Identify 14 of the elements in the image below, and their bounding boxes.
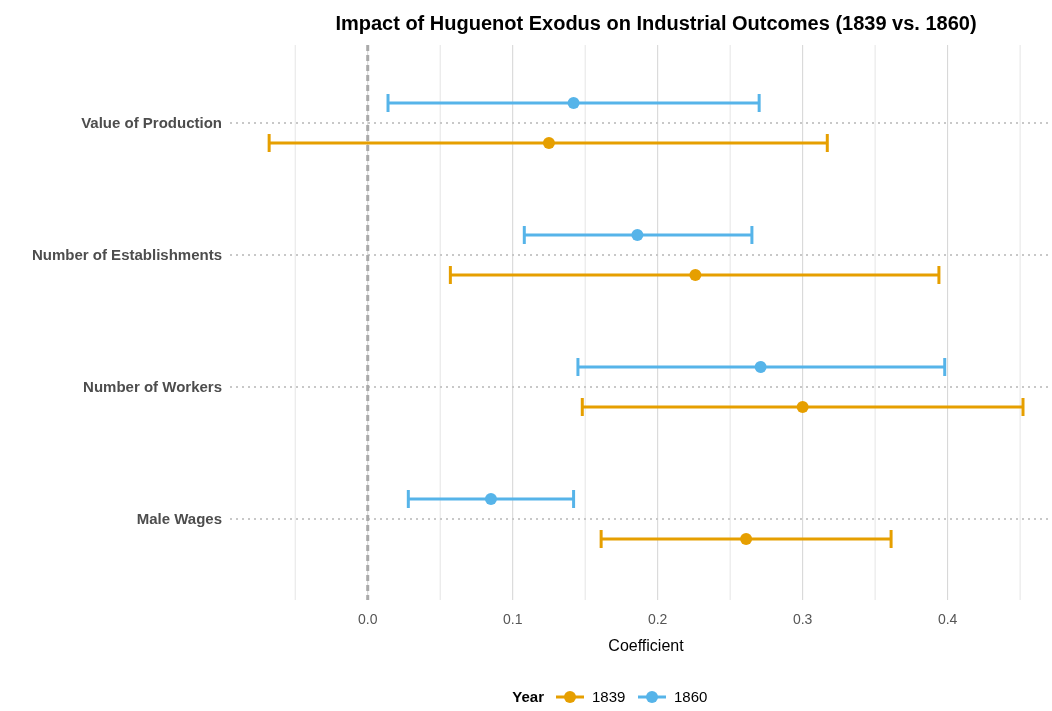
- y-tick-label: Value of Production: [81, 114, 222, 131]
- x-tick-label: 0.1: [502, 611, 523, 627]
- x-tick-label: 0.3: [792, 611, 813, 627]
- x-tick-label: 0.4: [937, 611, 958, 627]
- x-tick-label: 0.0: [357, 611, 378, 627]
- y-tick-label: Male Wages: [136, 510, 222, 527]
- legend-label: 1860: [674, 688, 708, 705]
- chart-title: Impact of Huguenot Exodus on Industrial Outcomes (1839 vs. 1860): [335, 12, 977, 34]
- legend-title: Year: [512, 688, 545, 705]
- y-tick-label: Number of Establishments: [31, 246, 222, 263]
- x-axis-title: Coefficient: [608, 637, 685, 654]
- x-tick-label: 0.2: [647, 611, 668, 627]
- y-tick-label: Number of Workers: [83, 378, 222, 395]
- legend-label: 1839: [592, 688, 626, 705]
